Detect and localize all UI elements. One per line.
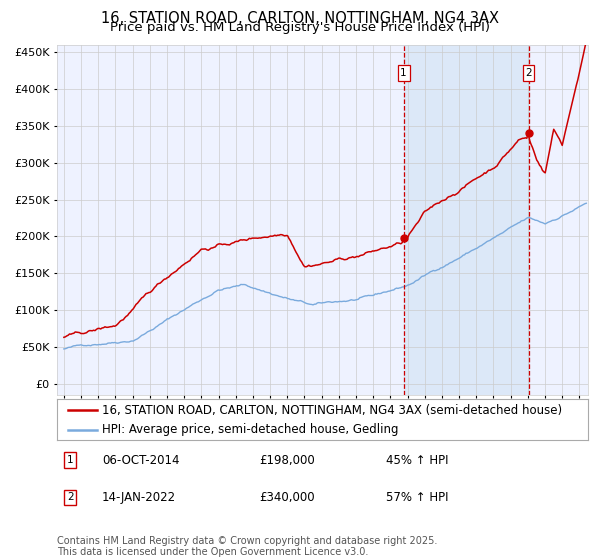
Text: HPI: Average price, semi-detached house, Gedling: HPI: Average price, semi-detached house,… [102, 423, 398, 436]
Text: 45% ↑ HPI: 45% ↑ HPI [386, 454, 449, 466]
Text: 1: 1 [67, 455, 74, 465]
Text: £340,000: £340,000 [259, 491, 314, 504]
Text: Contains HM Land Registry data © Crown copyright and database right 2025.
This d: Contains HM Land Registry data © Crown c… [57, 535, 437, 557]
Bar [404, 45, 529, 395]
Text: 16, STATION ROAD, CARLTON, NOTTINGHAM, NG4 3AX: 16, STATION ROAD, CARLTON, NOTTINGHAM, N… [101, 11, 499, 26]
Text: 2: 2 [67, 492, 74, 502]
Point [399, 234, 409, 242]
Text: Price paid vs. HM Land Registry's House Price Index (HPI): Price paid vs. HM Land Registry's House … [110, 21, 490, 34]
Text: 06-OCT-2014: 06-OCT-2014 [102, 454, 179, 466]
Text: 14-JAN-2022: 14-JAN-2022 [102, 491, 176, 504]
Text: 16, STATION ROAD, CARLTON, NOTTINGHAM, NG4 3AX (semi-detached house): 16, STATION ROAD, CARLTON, NOTTINGHAM, N… [102, 404, 562, 417]
Text: 2: 2 [525, 68, 532, 78]
Text: 57% ↑ HPI: 57% ↑ HPI [386, 491, 449, 504]
Point [524, 129, 533, 138]
Text: 1: 1 [400, 68, 407, 78]
Text: £198,000: £198,000 [259, 454, 314, 466]
